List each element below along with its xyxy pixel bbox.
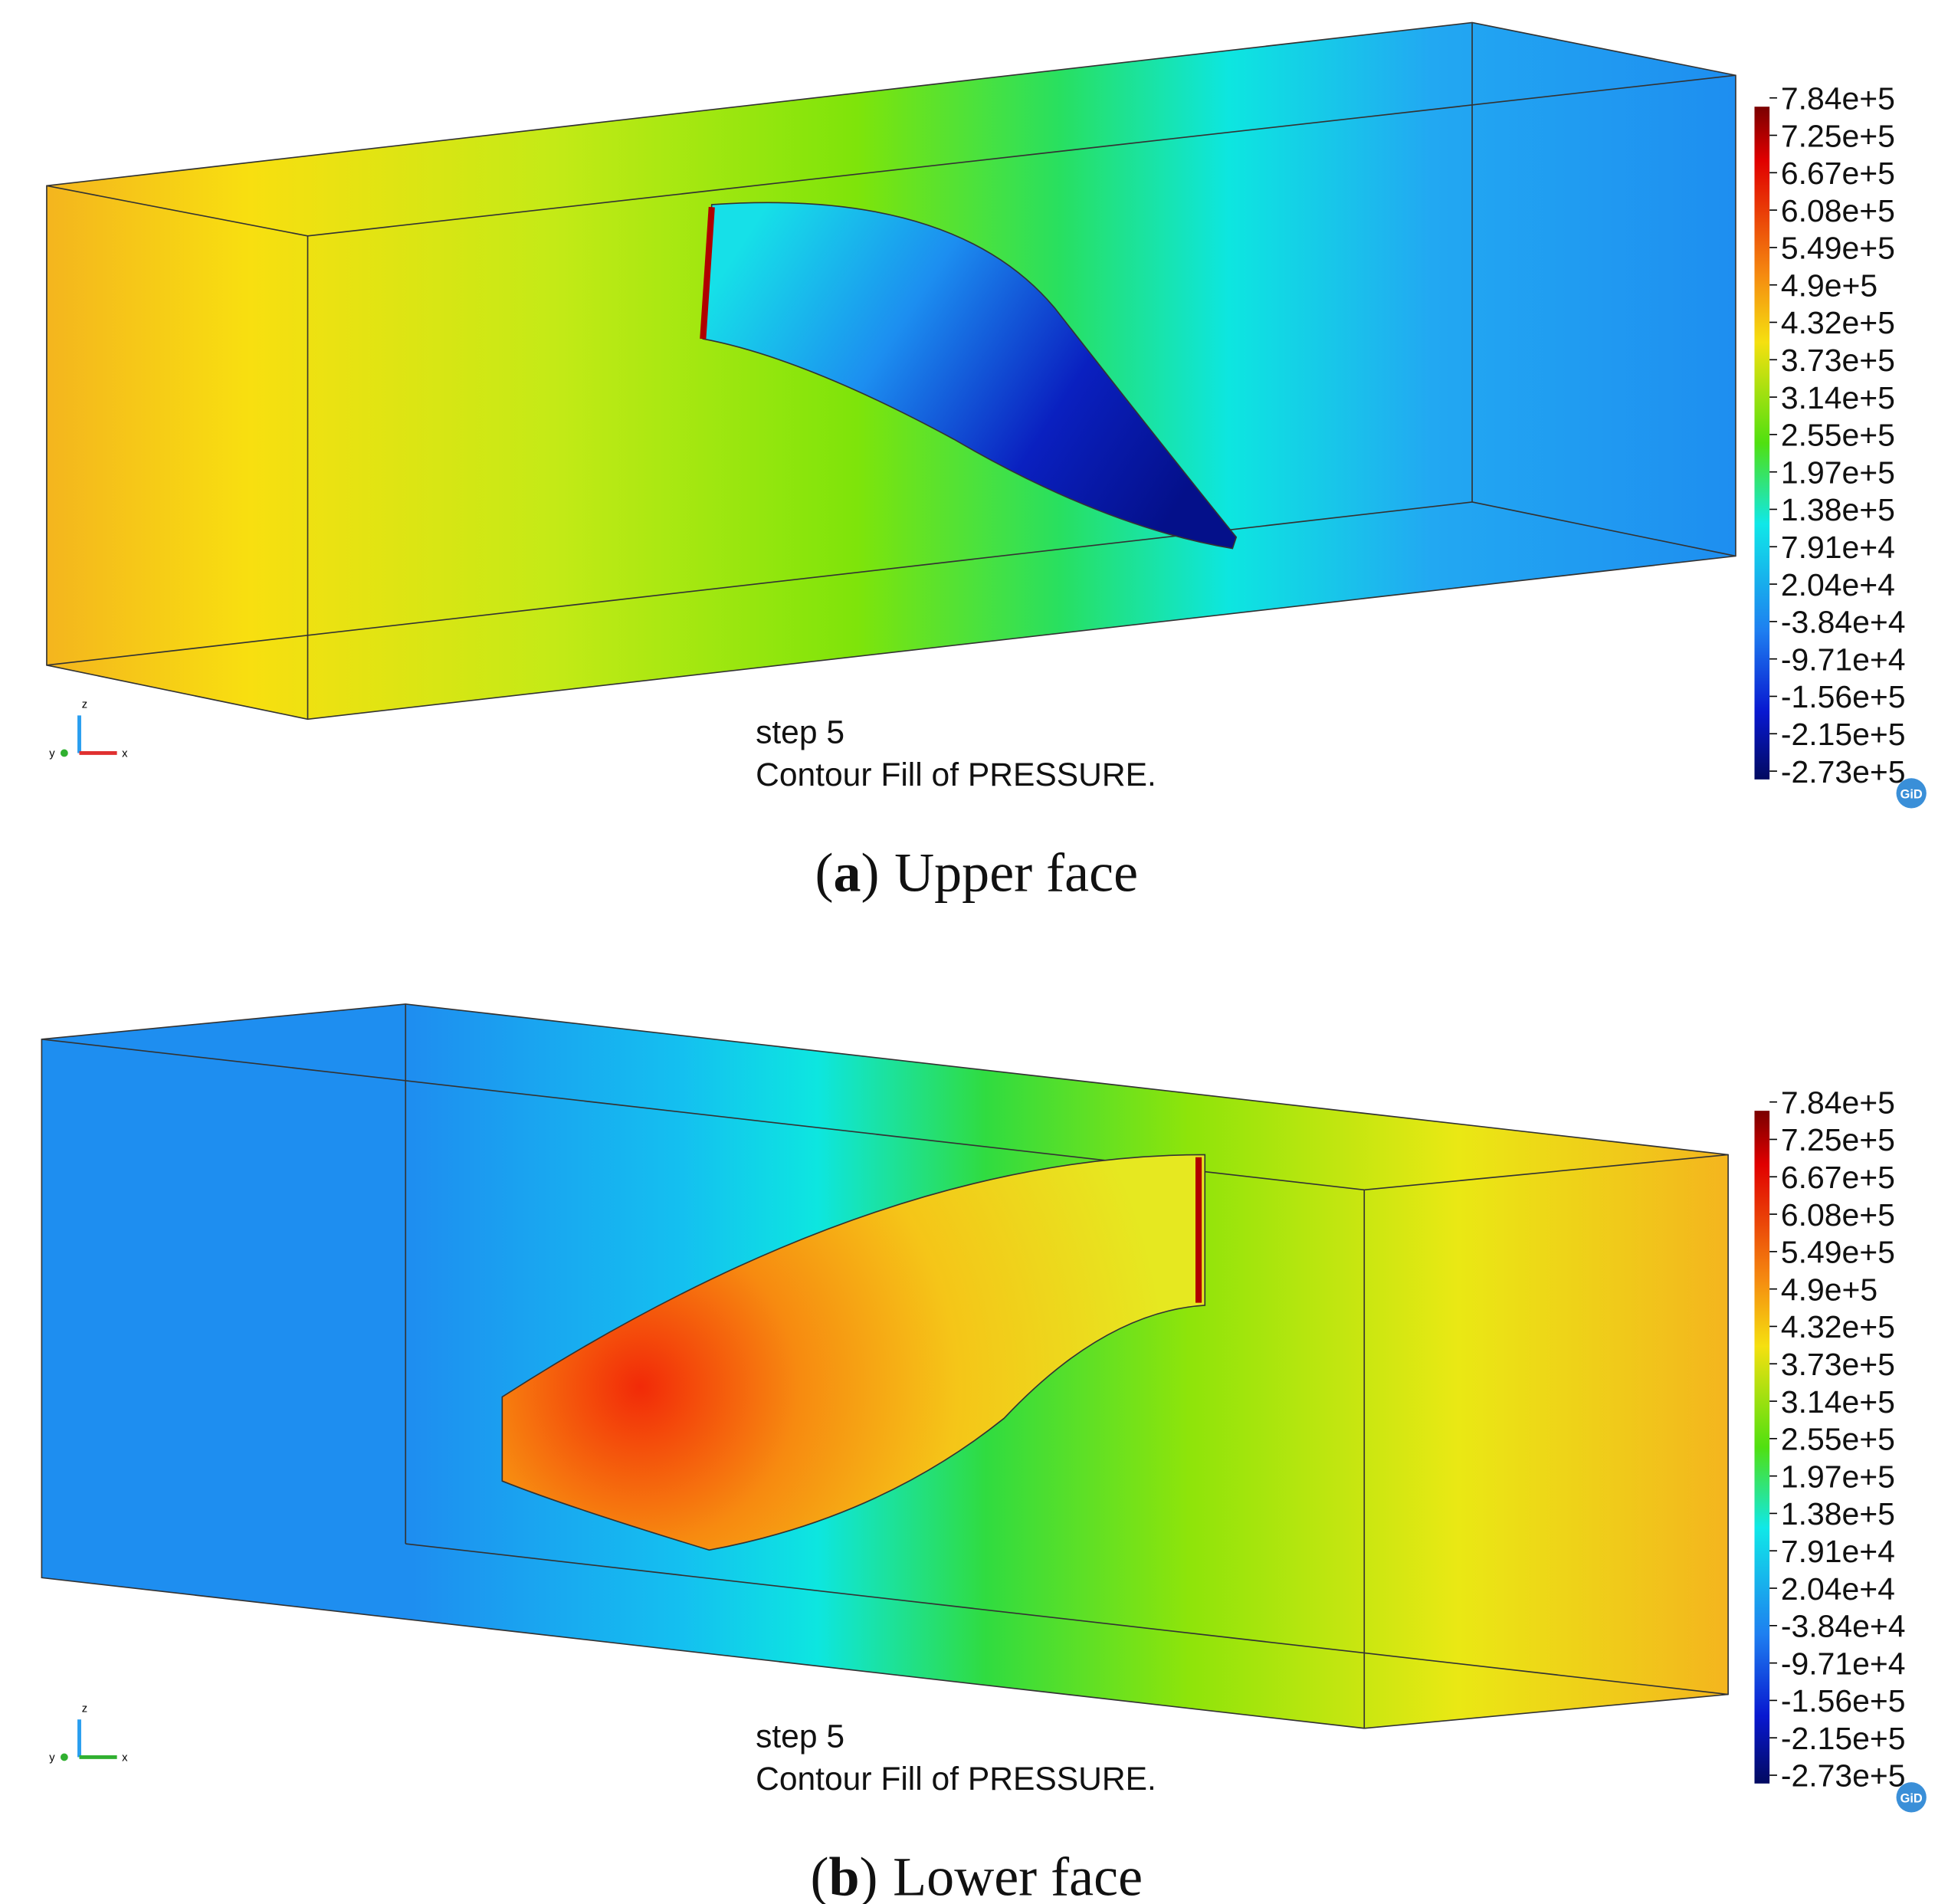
axis-y: [60, 1753, 68, 1761]
legend-label: 7.84e+5: [1781, 1085, 1895, 1120]
axis-label: y: [49, 747, 55, 760]
legend-label: 4.32e+5: [1781, 1309, 1895, 1344]
caption-part: (: [815, 842, 833, 904]
result-description: Contour Fill of PRESSURE.: [756, 1761, 1156, 1797]
legend-label: -3.84e+4: [1781, 1609, 1906, 1644]
legend-label: -3.84e+4: [1781, 605, 1906, 640]
panel: z y x step 5 Contour Fill of PRESSURE. 7.84e+…: [41, 1003, 1927, 1904]
caption-part: ): [860, 1847, 878, 1904]
color-bar: [1754, 1111, 1770, 1784]
domain-outline: [46, 21, 1736, 721]
caption: (a) Upper face: [815, 842, 1138, 904]
legend-label: 6.67e+5: [1781, 1160, 1895, 1195]
legend-label: -1.56e+5: [1781, 1683, 1906, 1719]
legend-label: 2.04e+4: [1781, 1571, 1895, 1607]
legend-label: 5.49e+5: [1781, 231, 1895, 266]
caption: (b) Lower face: [810, 1847, 1143, 1904]
legend-label: 5.49e+5: [1781, 1235, 1895, 1270]
caption-part: a: [833, 842, 861, 904]
legend-label: 4.32e+5: [1781, 305, 1895, 340]
caption-part: Lower face: [893, 1847, 1143, 1904]
legend-label: -2.15e+5: [1781, 717, 1906, 752]
legend-label: 4.9e+5: [1781, 1272, 1877, 1307]
legend-label: 3.14e+5: [1781, 1384, 1895, 1420]
axis-y: [60, 749, 68, 757]
legend-label: 7.25e+5: [1781, 118, 1895, 153]
legend-label: 6.08e+5: [1781, 1197, 1895, 1233]
hydrofoil: [702, 202, 1238, 550]
legend-label: 1.97e+5: [1781, 455, 1895, 490]
legend-label: 7.25e+5: [1781, 1122, 1895, 1157]
domain-edge: [1364, 1154, 1729, 1191]
axis-label: z: [82, 1702, 87, 1715]
axis-label: z: [82, 699, 87, 711]
hydrofoil: [501, 1154, 1206, 1551]
axis-label: x: [122, 1751, 128, 1764]
leading-edge: [700, 206, 715, 340]
color-bar: [1754, 107, 1770, 780]
axis-label: y: [49, 1751, 55, 1764]
caption-part: Upper face: [894, 842, 1138, 904]
caption-part: ): [861, 842, 879, 904]
legend-label: 1.38e+5: [1781, 492, 1895, 527]
domain-edge: [46, 185, 308, 237]
legend-label: 6.08e+5: [1781, 193, 1895, 228]
legend-label: 7.91e+4: [1781, 1534, 1895, 1569]
logo: GiD: [1900, 787, 1923, 801]
domain-edge: [405, 1543, 1729, 1696]
legend-label: -2.73e+5: [1781, 754, 1906, 790]
legend-label: 7.84e+5: [1781, 80, 1895, 116]
caption-part: b: [828, 1847, 859, 1904]
legend-label: 1.38e+5: [1781, 1496, 1895, 1531]
legend-label: 3.14e+5: [1781, 380, 1895, 415]
logo-badge: [1896, 1782, 1927, 1813]
domain-edge: [46, 501, 1473, 666]
logo: GiD: [1900, 1791, 1923, 1805]
legend-label: -1.56e+5: [1781, 679, 1906, 714]
domain-edge: [1471, 501, 1736, 557]
legend-label: 2.55e+5: [1781, 418, 1895, 453]
legend-label: 3.73e+5: [1781, 343, 1895, 378]
legend-label: 6.67e+5: [1781, 156, 1895, 191]
axis-label: x: [122, 747, 128, 760]
domain-edge: [307, 74, 1736, 237]
result-description: Contour Fill of PRESSURE.: [756, 757, 1156, 793]
step-label: step 5: [756, 1718, 844, 1755]
step-label: step 5: [756, 714, 844, 750]
legend-label: 2.55e+5: [1781, 1422, 1895, 1457]
legend-label: 2.04e+4: [1781, 567, 1895, 602]
legend-label: 3.73e+5: [1781, 1347, 1895, 1382]
caption-part: (: [810, 1847, 828, 1904]
legend-label: 4.9e+5: [1781, 268, 1877, 303]
panel: z y x step 5 Contour Fill of PRESSURE. 7.84e+…: [46, 21, 1927, 904]
legend-label: 7.91e+4: [1781, 530, 1895, 565]
legend-label: -9.71e+4: [1781, 642, 1906, 677]
legend-label: -2.73e+5: [1781, 1758, 1906, 1794]
domain-outline: [41, 1003, 1729, 1729]
logo-badge: [1896, 778, 1927, 809]
legend-label: -9.71e+4: [1781, 1646, 1906, 1681]
legend-label: 1.97e+5: [1781, 1459, 1895, 1494]
legend-label: -2.15e+5: [1781, 1721, 1906, 1756]
